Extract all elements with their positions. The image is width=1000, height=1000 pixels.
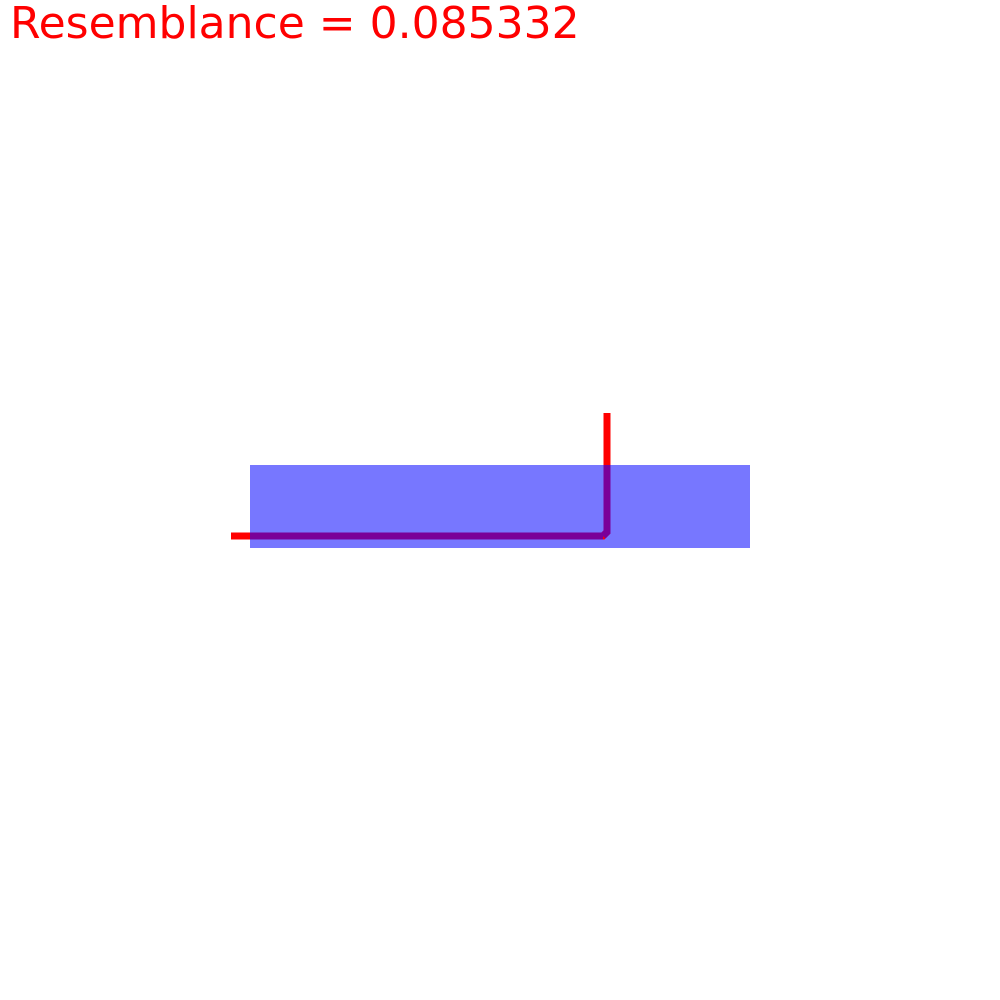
overlap-corner — [600, 465, 611, 539]
resemblance-title: Resemblance = 0.085332 — [10, 0, 580, 49]
